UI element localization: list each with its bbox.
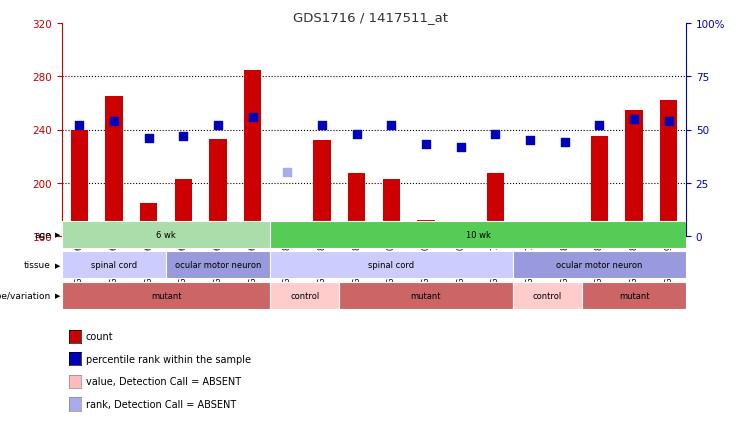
- Bar: [348, 174, 365, 237]
- Text: mutant: mutant: [619, 291, 649, 300]
- Point: [73, 122, 85, 129]
- Text: ▶: ▶: [55, 262, 60, 268]
- Bar: [522, 226, 539, 237]
- Point: [247, 114, 259, 121]
- Text: value, Detection Call = ABSENT: value, Detection Call = ABSENT: [86, 377, 241, 386]
- Text: ocular motor neuron: ocular motor neuron: [175, 261, 261, 270]
- Point: [282, 169, 293, 176]
- Text: ▶: ▶: [55, 232, 60, 238]
- Point: [316, 122, 328, 129]
- Text: spinal cord: spinal cord: [368, 261, 414, 270]
- Bar: [382, 179, 400, 237]
- Bar: [270, 252, 513, 279]
- Point: [628, 116, 640, 123]
- Point: [143, 135, 155, 142]
- Text: rank, Detection Call = ABSENT: rank, Detection Call = ABSENT: [86, 399, 236, 409]
- Point: [350, 131, 362, 138]
- Text: mutant: mutant: [150, 291, 182, 300]
- Point: [455, 144, 467, 151]
- Bar: [591, 137, 608, 237]
- Text: 10 wk: 10 wk: [465, 230, 491, 239]
- Bar: [487, 174, 504, 237]
- Bar: [166, 252, 270, 279]
- Point: [489, 131, 501, 138]
- Bar: [62, 252, 166, 279]
- Bar: [513, 282, 582, 309]
- Point: [108, 118, 120, 125]
- Bar: [339, 282, 513, 309]
- Text: 6 wk: 6 wk: [156, 230, 176, 239]
- Bar: [62, 221, 270, 248]
- Bar: [417, 220, 435, 237]
- Bar: [210, 139, 227, 237]
- Text: count: count: [86, 332, 113, 341]
- Point: [559, 139, 571, 146]
- Bar: [244, 70, 262, 237]
- Bar: [313, 141, 330, 237]
- Bar: [105, 97, 123, 237]
- Text: mutant: mutant: [411, 291, 441, 300]
- Text: ocular motor neuron: ocular motor neuron: [556, 261, 642, 270]
- Bar: [582, 282, 686, 309]
- Text: GDS1716 / 1417511_at: GDS1716 / 1417511_at: [293, 11, 448, 24]
- Bar: [556, 233, 574, 237]
- Bar: [270, 221, 686, 248]
- Point: [524, 137, 536, 144]
- Bar: [452, 226, 469, 237]
- Bar: [270, 282, 339, 309]
- Bar: [625, 110, 642, 237]
- Bar: [70, 130, 88, 237]
- Text: genotype/variation: genotype/variation: [0, 291, 51, 300]
- Bar: [175, 179, 192, 237]
- Point: [177, 133, 189, 140]
- Text: tissue: tissue: [24, 261, 51, 270]
- Bar: [62, 282, 270, 309]
- Point: [212, 122, 224, 129]
- Point: [594, 122, 605, 129]
- Text: percentile rank within the sample: percentile rank within the sample: [86, 354, 250, 364]
- Bar: [140, 203, 157, 237]
- Text: spinal cord: spinal cord: [91, 261, 137, 270]
- Text: control: control: [290, 291, 319, 300]
- Bar: [660, 101, 677, 237]
- Text: control: control: [533, 291, 562, 300]
- Text: age: age: [34, 230, 51, 239]
- Bar: [513, 252, 686, 279]
- Text: ▶: ▶: [55, 293, 60, 299]
- Point: [420, 141, 432, 148]
- Point: [385, 122, 397, 129]
- Point: [662, 118, 674, 125]
